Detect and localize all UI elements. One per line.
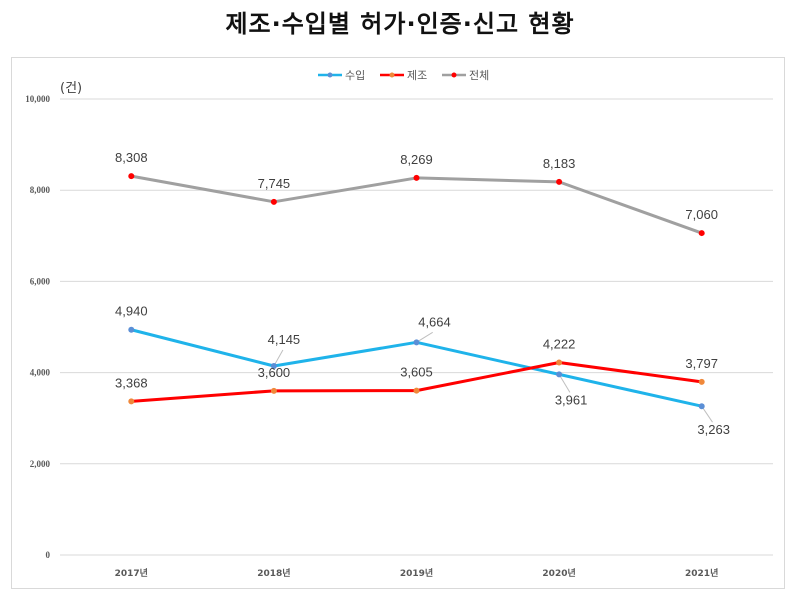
data-label: 8,269 (400, 152, 433, 167)
y-tick-label: 2,000 (30, 459, 51, 469)
legend-marker (389, 72, 395, 78)
x-tick-label: 2019년 (400, 567, 433, 579)
x-tick-label: 2020년 (542, 567, 575, 579)
data-point[interactable] (556, 178, 563, 185)
legend-item[interactable]: 수입 (318, 69, 365, 82)
leader-line (701, 405, 713, 423)
leader-line (273, 349, 284, 367)
series-line (131, 174, 703, 235)
data-point[interactable] (698, 230, 705, 237)
data-point[interactable] (270, 362, 277, 369)
data-label: 4,664 (418, 314, 451, 329)
x-axis-ticks: 2017년 2018년 2019년 2020년 2021년 (115, 567, 719, 579)
x-tick-label: 2017년 (115, 567, 148, 579)
x-tick-label: 2018년 (257, 567, 290, 579)
chart-title: 제조·수입별 허가·인증·신고 현황 (225, 10, 575, 38)
series-3: 8,308 7,745 8,269 8,183 7,060 (115, 150, 718, 237)
legend-item[interactable]: 전체 (442, 69, 489, 82)
legend-label: 수입 (345, 69, 365, 82)
y-tick-label: 0 (46, 550, 51, 560)
data-label: 7,745 (258, 176, 291, 191)
y-tick-label: 8,000 (30, 185, 51, 195)
data-point[interactable] (270, 387, 277, 394)
data-point[interactable] (698, 378, 705, 385)
data-label: 4,222 (543, 336, 576, 351)
data-point[interactable] (556, 359, 563, 366)
legend-item[interactable]: 제조 (380, 69, 427, 82)
data-point[interactable] (270, 198, 277, 205)
data-point[interactable] (413, 339, 420, 346)
y-tick-label: 6,000 (30, 276, 51, 286)
data-label: 7,060 (685, 207, 718, 222)
data-label: 4,145 (268, 332, 301, 347)
data-label: 8,183 (543, 156, 576, 171)
data-point[interactable] (413, 174, 420, 181)
series-group: 4,940 4,145 4,664 3,961 3,263 3,368 3,600 3,605… (115, 150, 730, 437)
legend-marker (327, 72, 333, 78)
data-point[interactable] (128, 398, 135, 405)
y-tick-label: 4,000 (30, 368, 51, 378)
series-2: 3,368 3,600 3,605 4,222 3,797 (115, 336, 718, 405)
legend-label: 전체 (469, 69, 489, 82)
legend: 수입 제조 전체 (318, 69, 489, 82)
data-label: 3,600 (258, 365, 291, 380)
data-point[interactable] (413, 387, 420, 394)
y-axis-ticks: 0 2,000 4,000 6,000 8,000 10,000 (25, 94, 50, 560)
series-1: 4,940 4,145 4,664 3,961 3,263 (115, 304, 730, 437)
data-point[interactable] (698, 403, 705, 410)
data-point[interactable] (128, 173, 135, 180)
x-tick-label: 2021년 (685, 567, 718, 579)
data-label: 3,797 (685, 356, 718, 371)
data-label: 3,961 (555, 392, 588, 407)
leader-line (416, 331, 433, 343)
y-tick-label: 10,000 (25, 94, 50, 104)
data-label: 3,605 (400, 365, 433, 380)
unit-label: (건) (60, 81, 82, 96)
gridlines (60, 98, 773, 556)
data-point[interactable] (128, 326, 135, 333)
data-label: 3,263 (697, 422, 730, 437)
leader-line (558, 374, 571, 393)
data-label: 4,940 (115, 304, 148, 319)
data-label: 3,368 (115, 375, 148, 390)
chart-frame (11, 57, 785, 589)
legend-marker (451, 72, 457, 78)
data-label: 8,308 (115, 150, 148, 165)
legend-label: 제조 (407, 69, 427, 82)
data-point[interactable] (556, 371, 563, 378)
